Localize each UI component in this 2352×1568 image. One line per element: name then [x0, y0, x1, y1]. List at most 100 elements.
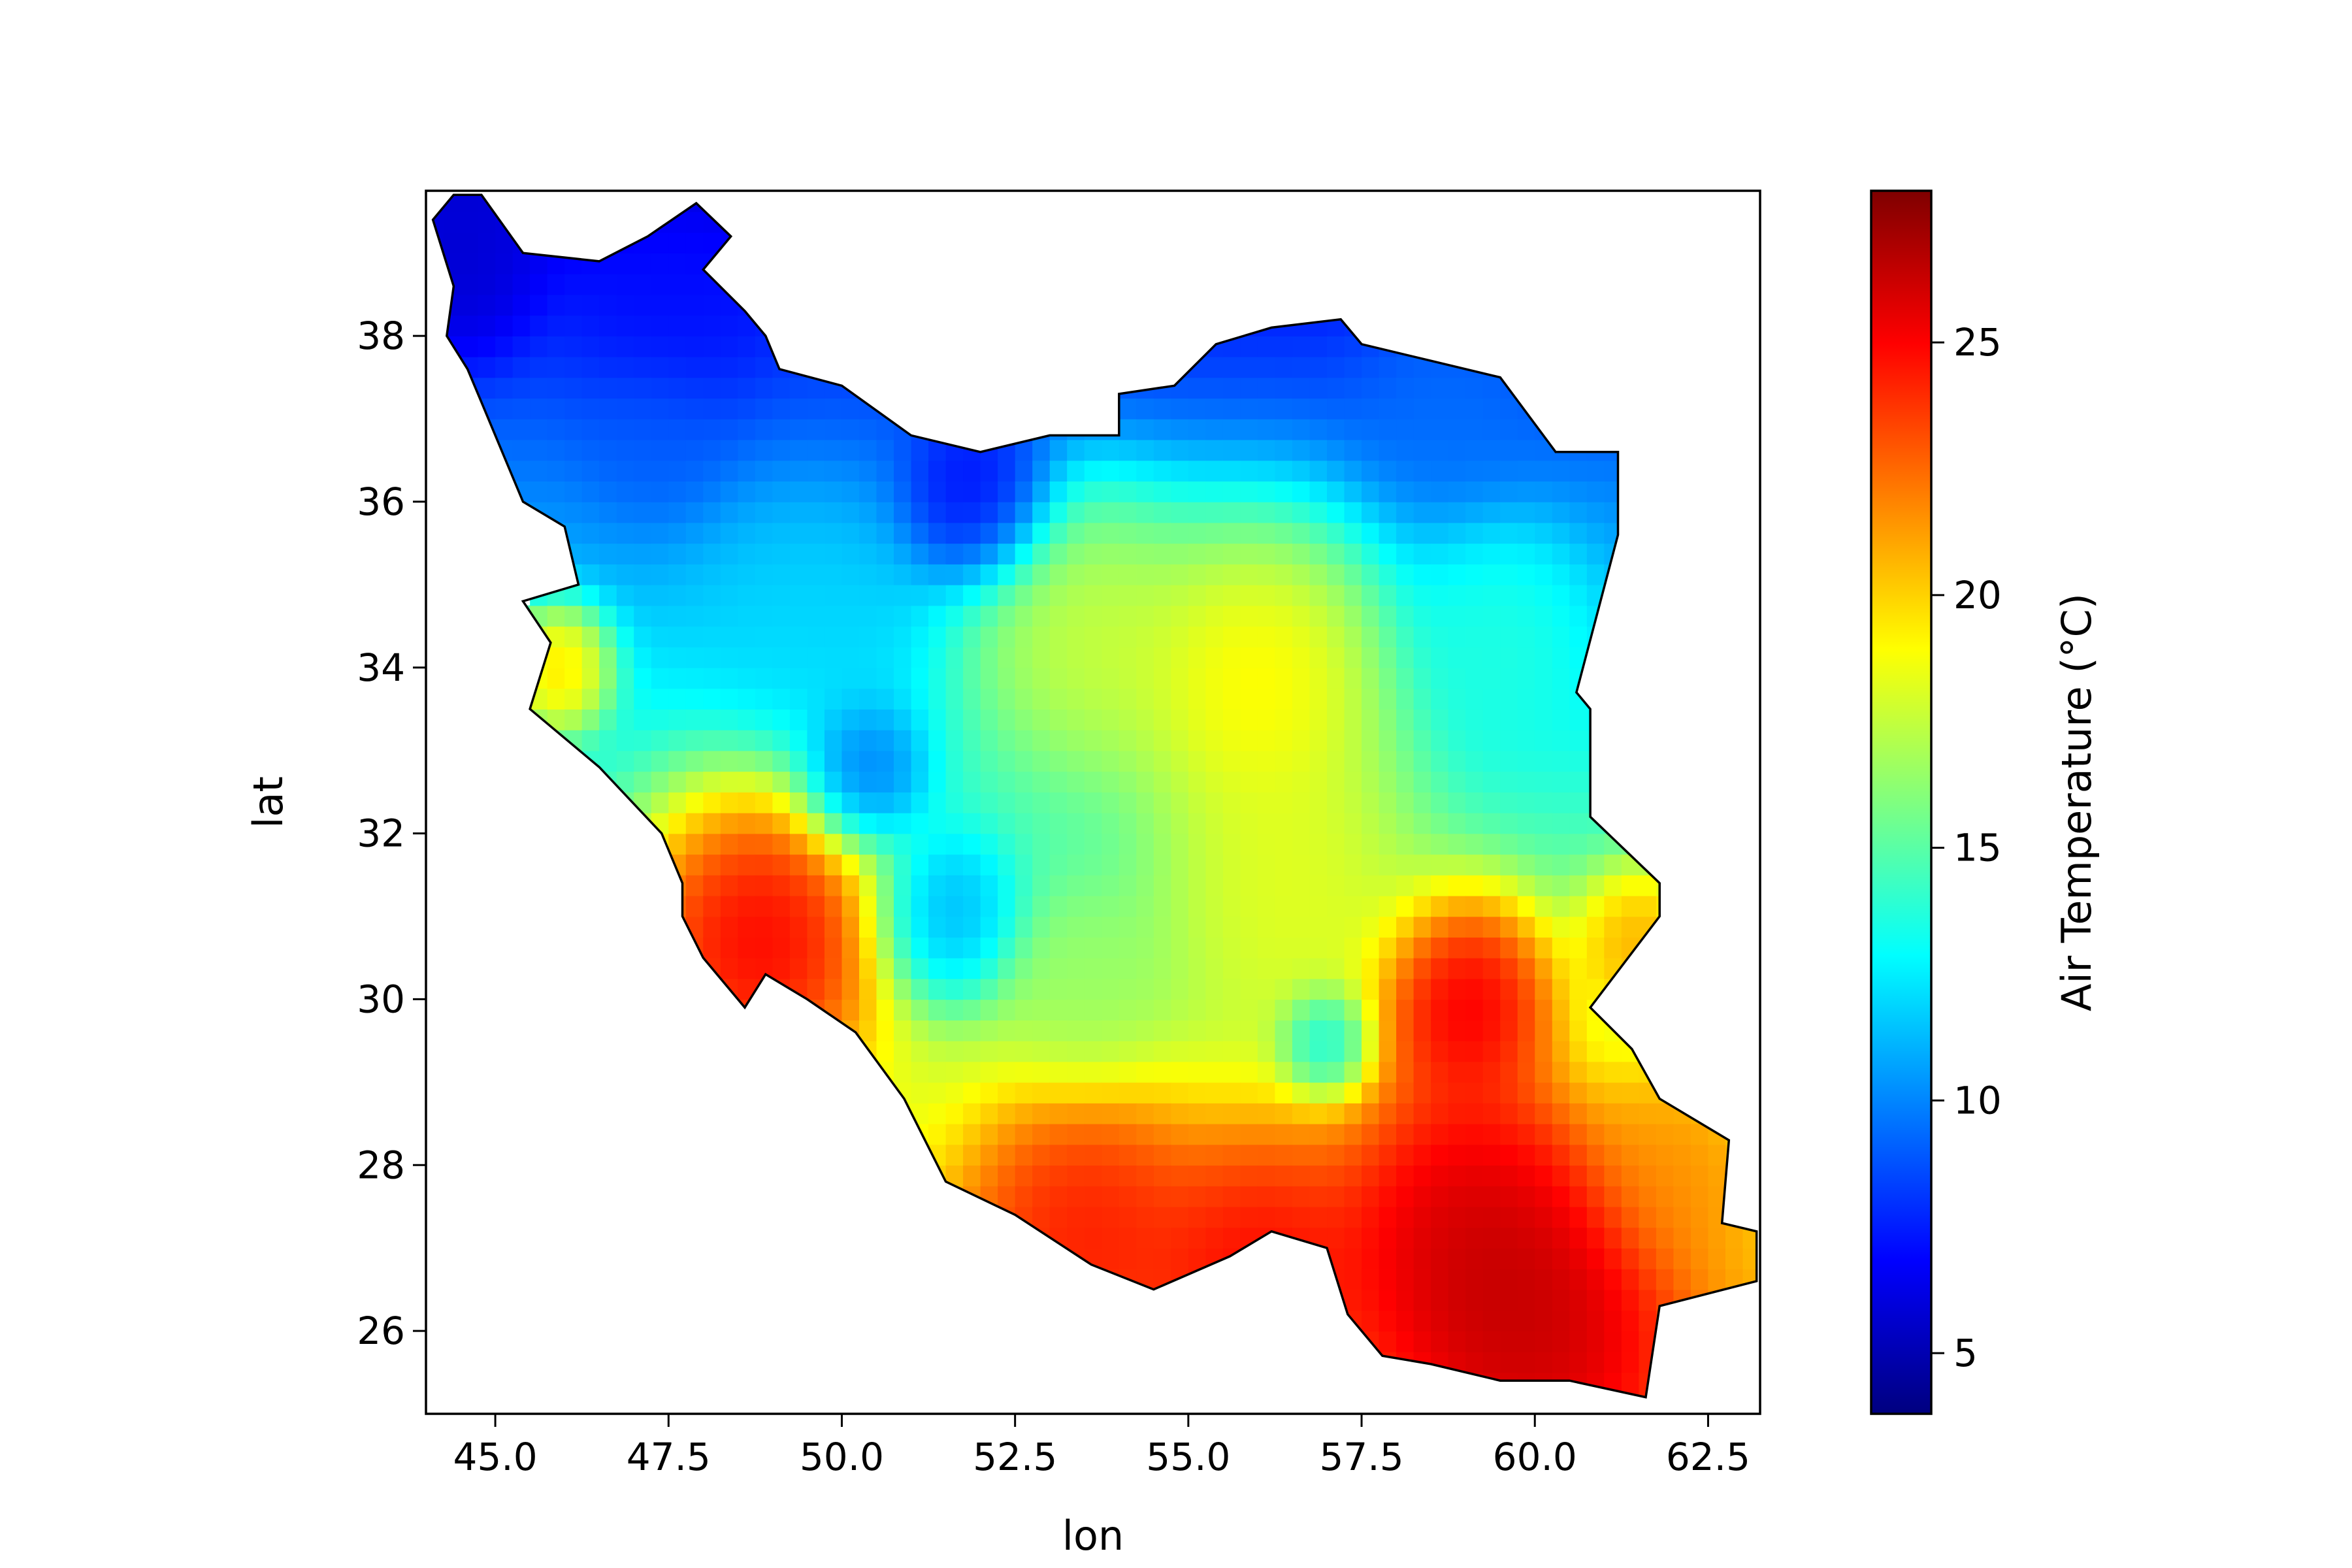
temperature-cell [998, 895, 1016, 917]
temperature-cell [1362, 957, 1380, 979]
temperature-cell [1465, 937, 1484, 958]
temperature-cell [1482, 1310, 1501, 1331]
temperature-cell [1639, 895, 1657, 917]
temperature-cell [980, 957, 998, 979]
temperature-cell [530, 398, 548, 419]
temperature-cell [1413, 1165, 1431, 1186]
temperature-cell [1153, 812, 1172, 834]
temperature-cell [894, 895, 912, 917]
temperature-cell [1604, 1165, 1622, 1186]
temperature-cell [1327, 584, 1345, 606]
temperature-cell [858, 709, 877, 730]
temperature-cell [980, 1185, 998, 1207]
temperature-cell [1171, 605, 1189, 627]
temperature-cell [1690, 1227, 1709, 1249]
temperature-cell [1586, 1372, 1605, 1394]
temperature-cell [1015, 1020, 1033, 1041]
temperature-cell [1222, 729, 1241, 751]
temperature-cell [928, 916, 947, 938]
temperature-cell [1448, 1061, 1466, 1083]
temperature-cell [1240, 895, 1258, 917]
temperature-cell [1153, 1061, 1172, 1083]
temperature-cell [1535, 1165, 1553, 1186]
temperature-cell [1362, 1020, 1380, 1041]
temperature-cell [547, 605, 565, 627]
temperature-cell [1396, 667, 1414, 689]
temperature-cell [599, 336, 617, 357]
temperature-cell [634, 605, 652, 627]
temperature-cell [1500, 564, 1518, 585]
temperature-cell [824, 543, 843, 564]
temperature-cell [495, 253, 514, 274]
temperature-cell [1205, 356, 1224, 378]
temperature-cell [703, 481, 721, 502]
temperature-cell [1257, 419, 1276, 440]
temperature-cell [547, 667, 565, 689]
temperature-cell [963, 626, 981, 647]
temperature-cell [461, 195, 479, 212]
temperature-cell [1015, 584, 1033, 606]
temperature-cell [685, 419, 704, 440]
temperature-cell [1275, 999, 1293, 1021]
temperature-cell [1379, 1144, 1397, 1166]
temperature-cell [1240, 336, 1258, 357]
temperature-cell [1205, 605, 1224, 627]
temperature-cell [963, 647, 981, 668]
temperature-cell [581, 564, 600, 585]
temperature-cell [1153, 688, 1172, 710]
temperature-cell [1413, 1268, 1431, 1290]
temperature-cell [1049, 1185, 1068, 1207]
temperature-cell [1535, 729, 1553, 751]
temperature-cell [685, 854, 704, 875]
temperature-cell [461, 398, 479, 419]
temperature-cell [1015, 916, 1033, 938]
temperature-cell [1102, 688, 1120, 710]
temperature-cell [1205, 1144, 1224, 1166]
temperature-cell [824, 605, 843, 627]
temperature-cell [1292, 294, 1311, 316]
temperature-cell [1171, 1248, 1189, 1269]
temperature-cell [1153, 501, 1172, 523]
temperature-cell [1482, 812, 1501, 834]
temperature-cell [1102, 1103, 1120, 1124]
temperature-cell [1431, 1185, 1449, 1207]
temperature-cell [1067, 1123, 1085, 1145]
temperature-cell [1413, 937, 1431, 958]
temperature-cell [1222, 688, 1241, 710]
temperature-cell [1309, 647, 1328, 668]
temperature-cell [1535, 875, 1553, 896]
temperature-cell [911, 792, 929, 813]
temperature-cell [1500, 709, 1518, 730]
temperature-cell [1292, 978, 1311, 1000]
temperature-cell [1153, 771, 1172, 792]
temperature-cell [772, 957, 791, 979]
temperature-cell [876, 605, 894, 627]
temperature-cell [1379, 1227, 1397, 1249]
temperature-cell [1586, 1351, 1605, 1373]
temperature-cell [1084, 647, 1103, 668]
temperature-cell [1431, 1351, 1449, 1373]
temperature-cell [807, 481, 825, 502]
temperature-cell [1292, 1123, 1311, 1145]
temperature-cell [841, 895, 860, 917]
temperature-cell [685, 439, 704, 461]
temperature-cell [1240, 419, 1258, 440]
temperature-cell [1517, 709, 1536, 730]
temperature-cell [1084, 688, 1103, 710]
temperature-cell [755, 750, 774, 772]
temperature-cell [564, 439, 583, 461]
temperature-cell [1379, 543, 1397, 564]
temperature-cell [1535, 564, 1553, 585]
temperature-cell [1552, 999, 1571, 1021]
temperature-cell [1084, 1165, 1103, 1186]
temperature-cell [581, 398, 600, 419]
temperature-cell [738, 916, 756, 938]
temperature-cell [1569, 729, 1588, 751]
temperature-cell [824, 771, 843, 792]
temperature-cell [1344, 626, 1362, 647]
temperature-cell [1119, 1289, 1137, 1311]
temperature-cell [1327, 1082, 1345, 1103]
temperature-cell [1275, 792, 1293, 813]
temperature-cell [1604, 875, 1622, 896]
temperature-cell [1032, 564, 1051, 585]
